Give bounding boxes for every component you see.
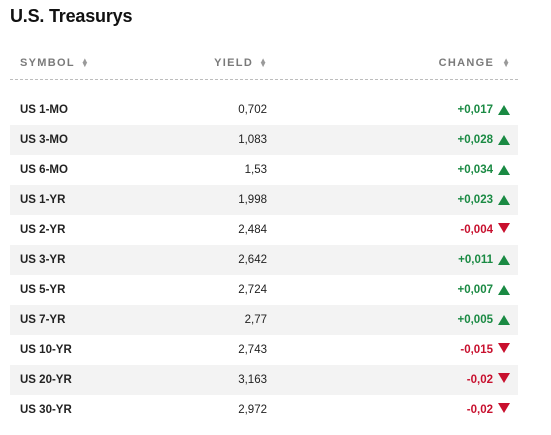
symbol-cell[interactable]: US 1-YR [20, 194, 66, 206]
yield-cell: 2,743 [238, 344, 267, 356]
change-cell: -0,004 [460, 215, 510, 245]
sort-icon[interactable]: ▲ ▼ [80, 56, 89, 69]
change-cell: +0,023 [457, 185, 510, 215]
table-row[interactable]: US 6-MO 1,53 +0,034 [10, 155, 518, 185]
symbol-cell[interactable]: US 7-YR [20, 314, 66, 326]
column-header-change[interactable]: CHANGE ▲ ▼ [438, 56, 510, 70]
change-cell: +0,011 [458, 245, 510, 275]
symbol-cell[interactable]: US 5-YR [20, 284, 66, 296]
yield-cell: 3,163 [238, 374, 267, 386]
change-cell: +0,017 [457, 95, 510, 125]
treasurys-table: SYMBOL ▲ ▼ YIELD ▲ ▼ CHANGE ▲ ▼ US 1-MO 0,70… [10, 50, 518, 425]
symbol-cell[interactable]: US 3-MO [20, 134, 68, 146]
table-header: SYMBOL ▲ ▼ YIELD ▲ ▼ CHANGE ▲ ▼ [10, 50, 518, 80]
column-header-yield[interactable]: YIELD ▲ ▼ [214, 56, 267, 70]
page-title: U.S. Treasurys [10, 6, 133, 26]
symbol-cell[interactable]: US 10-YR [20, 344, 72, 356]
symbol-cell[interactable]: US 1-MO [20, 104, 68, 116]
table-row[interactable]: US 1-YR 1,998 +0,023 [10, 185, 518, 215]
change-cell: -0,02 [467, 365, 510, 395]
table-row[interactable]: US 7-YR 2,77 +0,005 [10, 305, 518, 335]
column-header-symbol[interactable]: SYMBOL ▲ ▼ [20, 56, 89, 70]
table-row[interactable]: US 10-YR 2,743 -0,015 [10, 335, 518, 365]
change-value: -0,02 [466, 404, 493, 416]
change-value: +0,023 [457, 194, 494, 206]
yield-cell: 1,998 [238, 194, 267, 206]
arrow-up-icon [498, 315, 510, 325]
sort-icon[interactable]: ▲ ▼ [502, 56, 510, 69]
symbol-cell[interactable]: US 30-YR [20, 404, 72, 416]
change-value: +0,007 [457, 284, 494, 296]
arrow-down-icon [498, 343, 510, 353]
table-row[interactable]: US 2-YR 2,484 -0,004 [10, 215, 518, 245]
yield-cell: 2,972 [238, 404, 267, 416]
change-value: +0,034 [457, 164, 494, 176]
table-row[interactable]: US 5-YR 2,724 +0,007 [10, 275, 518, 305]
arrow-down-icon [498, 403, 510, 413]
yield-cell: 2,724 [238, 284, 267, 296]
change-cell: -0,02 [467, 395, 510, 425]
arrow-up-icon [498, 285, 510, 295]
yield-cell: 2,642 [238, 254, 267, 266]
change-value: -0,004 [460, 224, 493, 236]
table-row[interactable]: US 20-YR 3,163 -0,02 [10, 365, 518, 395]
change-value: +0,005 [457, 314, 494, 326]
arrow-up-icon [498, 165, 510, 175]
change-cell: +0,007 [457, 275, 510, 305]
change-cell: +0,028 [457, 125, 510, 155]
change-cell: +0,005 [457, 305, 510, 335]
arrow-up-icon [498, 195, 510, 205]
change-value: +0,028 [457, 134, 494, 146]
column-header-change-label: CHANGE [438, 57, 495, 69]
symbol-cell[interactable]: US 20-YR [20, 374, 72, 386]
table-row[interactable]: US 1-MO 0,702 +0,017 [10, 95, 518, 125]
table-body: US 1-MO 0,702 +0,017 US 3-MO 1,083 +0,028 US 6… [10, 95, 518, 425]
column-header-yield-label: YIELD [214, 57, 254, 69]
arrow-up-icon [498, 105, 510, 115]
table-row[interactable]: US 3-YR 2,642 +0,011 [10, 245, 518, 275]
arrow-up-icon [498, 135, 510, 145]
change-cell: -0,015 [460, 335, 510, 365]
yield-cell: 2,77 [244, 314, 267, 326]
yield-cell: 1,53 [244, 164, 267, 176]
arrow-up-icon [498, 255, 510, 265]
symbol-cell[interactable]: US 2-YR [20, 224, 66, 236]
yield-cell: 1,083 [238, 134, 267, 146]
symbol-cell[interactable]: US 3-YR [20, 254, 66, 266]
change-value: +0,017 [457, 104, 494, 116]
yield-cell: 0,702 [238, 104, 267, 116]
symbol-cell[interactable]: US 6-MO [20, 164, 68, 176]
change-value: -0,015 [460, 344, 493, 356]
arrow-down-icon [498, 223, 510, 233]
change-cell: +0,034 [457, 155, 510, 185]
table-row[interactable]: US 3-MO 1,083 +0,028 [10, 125, 518, 155]
change-value: -0,02 [466, 374, 493, 386]
arrow-down-icon [498, 373, 510, 383]
sort-icon[interactable]: ▲ ▼ [259, 56, 267, 69]
table-row[interactable]: US 30-YR 2,972 -0,02 [10, 395, 518, 425]
change-value: +0,011 [458, 254, 493, 266]
yield-cell: 2,484 [238, 224, 267, 236]
column-header-symbol-label: SYMBOL [20, 57, 75, 69]
